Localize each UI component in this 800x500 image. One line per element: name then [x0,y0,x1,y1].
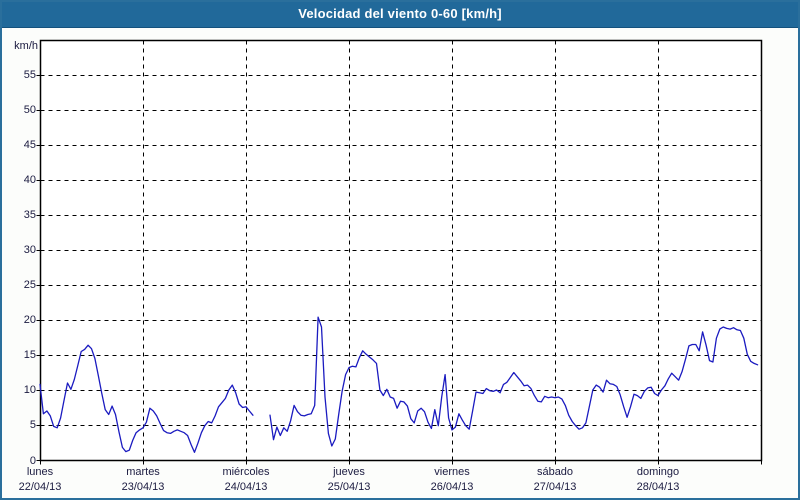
x-day-label: domingo [636,466,680,478]
x-day-label: viernes [434,466,470,478]
y-tick-label: 10 [23,383,36,396]
y-tick-label: 45 [23,138,36,151]
x-day-label: jueves [333,466,365,478]
x-day-label: martes [126,466,160,478]
x-day-label: sábado [536,466,574,478]
data-line [269,316,759,447]
y-tick-label: 0 [29,454,36,467]
x-date-label: 23/04/13 [121,481,165,493]
chart-title-bar: Velocidad del viento 0-60 [km/h] [0,0,800,28]
y-tick-label: 40 [23,173,36,186]
x-date-label: 22/04/13 [18,481,62,493]
y-tick-label: 25 [23,278,36,291]
y-tick-label: 20 [23,313,36,326]
y-tick-label: 35 [23,208,36,221]
x-date-label: 26/04/13 [430,481,474,493]
data-line [39,344,254,453]
x-day-label: miércoles [222,466,270,478]
y-tick-label: 5 [29,418,36,431]
x-date-label: 27/04/13 [533,481,577,493]
x-day-label: lunes [26,466,54,478]
y-axis-unit-label: km/h [14,40,38,52]
y-tick-label: 15 [23,348,36,361]
y-tick-label: 55 [23,68,36,81]
x-date-label: 25/04/13 [327,481,371,493]
y-tick-label: 30 [23,243,36,256]
x-date-label: 28/04/13 [636,481,680,493]
y-tick-label: 50 [23,103,36,116]
x-date-label: 24/04/13 [224,481,268,493]
chart-title: Velocidad del viento 0-60 [km/h] [298,6,502,21]
plot-border [39,39,763,462]
